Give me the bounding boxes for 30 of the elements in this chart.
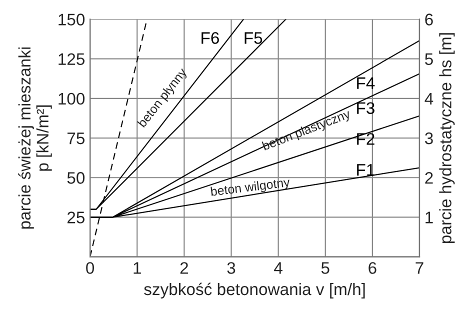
series-label: F2 [357, 133, 374, 145]
y2-tick-label: 1 [426, 212, 433, 224]
series-label: F1 [357, 164, 374, 176]
y-axis-title: parcie świeżej mieszanki p [kN/m²] [18, 47, 52, 229]
x-tick-label: 0 [86, 262, 94, 274]
y-tick-label: 125 [58, 53, 85, 66]
y-tick-label: 150 [58, 14, 85, 26]
y2-tick-label: 4 [424, 93, 434, 104]
x-tick-label: 6 [368, 262, 376, 274]
x-tick-label: 2 [180, 262, 188, 274]
y2-tick-label: 2 [425, 172, 433, 184]
y2-axis-title: parcie hydrostatyczne hs [m] [439, 33, 455, 244]
x-tick-label: 3 [227, 262, 236, 274]
y-tick-label: 75 [68, 132, 84, 144]
series-label: F4 [357, 77, 375, 89]
x-tick-label: 5 [321, 262, 330, 274]
y2-tick-label: 5 [425, 53, 433, 66]
y-tick-label: 100 [58, 92, 85, 105]
y-tick-label: 50 [67, 172, 85, 184]
x-tick-label: 1 [134, 262, 141, 274]
y2-tick-label: 3 [424, 132, 433, 144]
y-tick-label: 25 [68, 212, 84, 224]
series-label: F5 [244, 32, 262, 44]
series-label: F3 [357, 102, 374, 114]
series-label: F6 [202, 32, 219, 44]
x-tick-label: 7 [416, 262, 424, 274]
y2-tick-label: 6 [425, 14, 433, 26]
annotation: beton wilgotny [210, 177, 291, 198]
x-tick-label: 4 [274, 262, 282, 274]
x-axis-title: szybkość betonowania v [m/h] [144, 282, 365, 298]
